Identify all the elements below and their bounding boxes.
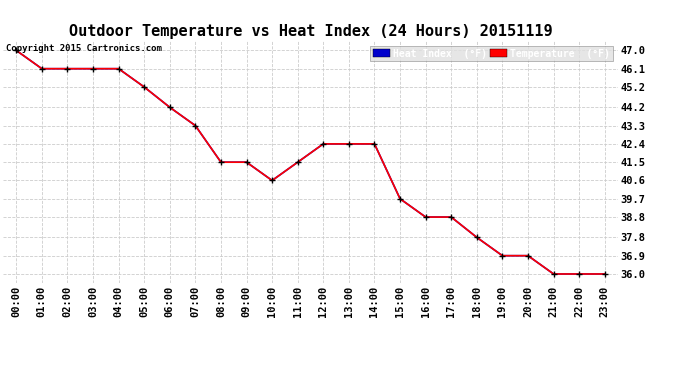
Text: Copyright 2015 Cartronics.com: Copyright 2015 Cartronics.com <box>6 44 161 52</box>
Title: Outdoor Temperature vs Heat Index (24 Hours) 20151119: Outdoor Temperature vs Heat Index (24 Ho… <box>69 24 552 39</box>
Legend: Heat Index  (°F), Temperature  (°F): Heat Index (°F), Temperature (°F) <box>371 46 613 61</box>
